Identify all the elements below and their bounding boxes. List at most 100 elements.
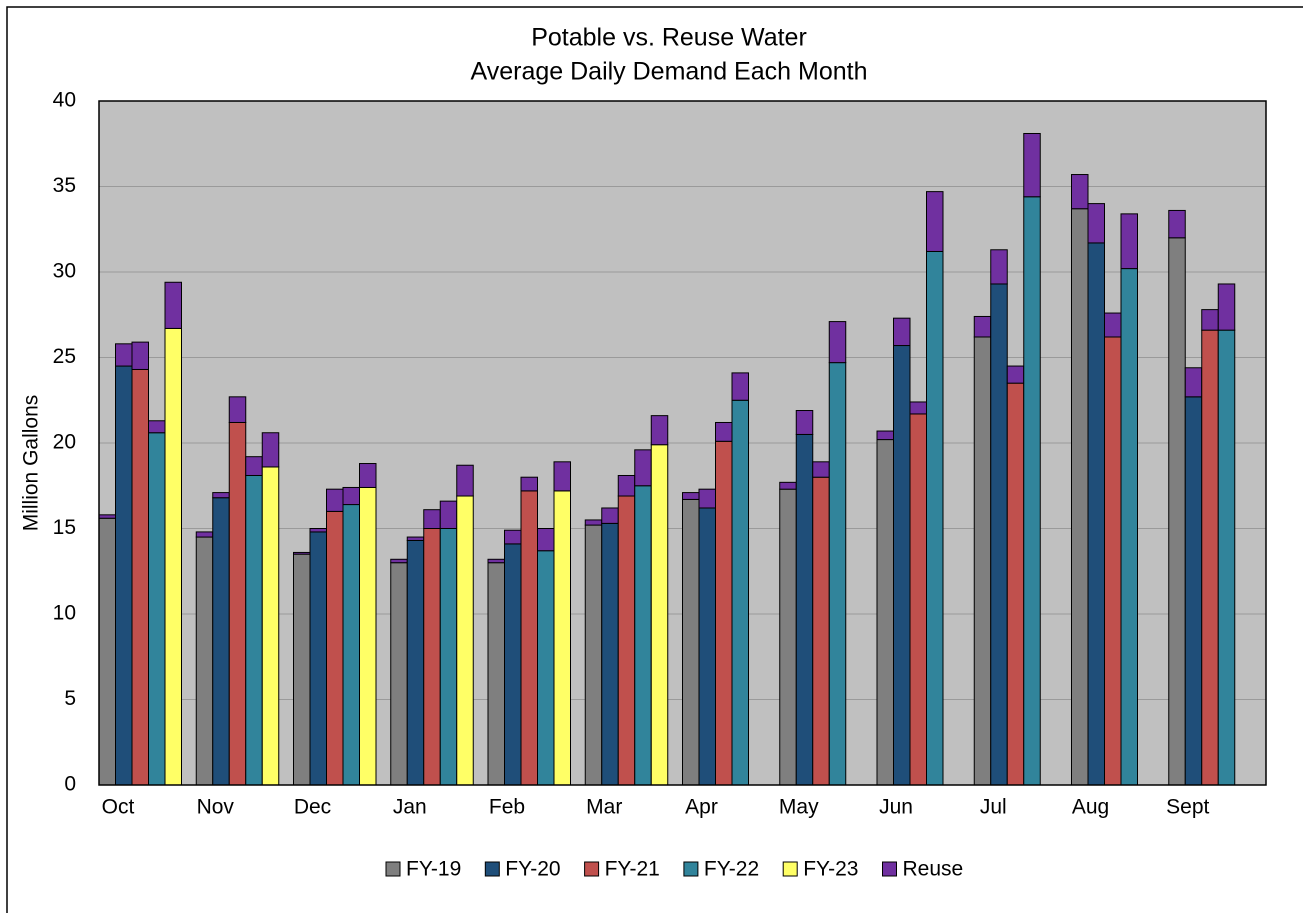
reuse-bar xyxy=(115,343,133,367)
reuse-bar xyxy=(1120,213,1138,270)
reuse-bar xyxy=(1071,174,1089,210)
x-tick-label: Sept xyxy=(1166,796,1209,819)
bar xyxy=(98,517,116,786)
reuse-bar xyxy=(164,281,182,329)
reuse-bar xyxy=(601,507,619,524)
reuse-bar xyxy=(779,481,797,490)
reuse-bar xyxy=(309,528,327,533)
reuse-bar xyxy=(731,372,749,401)
reuse-bar xyxy=(131,341,149,370)
reuse-bar xyxy=(876,430,894,441)
reuse-bar xyxy=(1087,203,1105,244)
reuse-bar xyxy=(148,420,166,434)
reuse-bar xyxy=(390,558,408,564)
reuse-bar xyxy=(909,401,927,415)
y-tick-label: 5 xyxy=(64,687,76,710)
bar xyxy=(990,283,1008,786)
legend-swatch xyxy=(484,861,500,877)
reuse-bar xyxy=(212,492,230,499)
plot-border xyxy=(98,100,1267,786)
bar xyxy=(1087,242,1105,786)
y-tick-label: 40 xyxy=(53,89,76,112)
bar xyxy=(423,528,441,786)
reuse-bar xyxy=(98,514,116,519)
reuse-bar xyxy=(439,500,458,530)
reuse-bar xyxy=(1023,132,1041,198)
x-tick-label: Dec xyxy=(294,796,331,819)
bar xyxy=(537,550,555,786)
legend-swatch xyxy=(782,861,798,877)
x-tick-label: Oct xyxy=(102,796,135,819)
bar xyxy=(261,466,280,786)
bar xyxy=(164,327,182,786)
reuse-bar xyxy=(423,509,441,530)
bar xyxy=(812,476,830,786)
reuse-bar xyxy=(245,456,263,476)
legend-swatch xyxy=(683,861,699,877)
reuse-bar xyxy=(537,528,555,552)
reuse-bar xyxy=(1104,312,1122,338)
reuse-bar xyxy=(812,461,830,478)
reuse-bar xyxy=(406,536,425,541)
reuse-bar xyxy=(359,463,377,488)
bar xyxy=(1006,382,1025,786)
reuse-bar xyxy=(893,317,911,347)
bar xyxy=(779,488,797,786)
bar xyxy=(228,421,247,786)
legend-label: Reuse xyxy=(903,858,964,881)
bar xyxy=(406,539,425,786)
reuse-bar xyxy=(584,519,603,526)
reuse-bar xyxy=(228,396,247,423)
bar xyxy=(1120,268,1138,786)
reuse-bar xyxy=(715,421,733,442)
bar xyxy=(893,345,911,786)
reuse-bar xyxy=(520,476,538,492)
reuse-bar xyxy=(1006,365,1025,384)
reuse-bar xyxy=(1168,209,1186,239)
bar xyxy=(1168,237,1186,786)
bar xyxy=(650,444,669,786)
bar xyxy=(715,440,733,786)
chart-subtitle: Average Daily Demand Each Month xyxy=(471,58,868,86)
bar xyxy=(1104,336,1122,786)
legend-swatch xyxy=(385,861,401,877)
reuse-bar xyxy=(926,191,944,252)
reuse-bar xyxy=(634,449,652,487)
legend-label: FY-21 xyxy=(605,858,660,881)
reuse-bar xyxy=(1201,309,1219,331)
reuse-bar xyxy=(1217,283,1236,331)
y-tick-label: 25 xyxy=(53,345,76,368)
x-tick-label: Mar xyxy=(586,796,622,819)
reuse-bar xyxy=(990,249,1008,285)
bar xyxy=(828,362,847,786)
y-axis-label: Million Gallons xyxy=(20,395,43,532)
y-tick-label: 35 xyxy=(53,174,76,197)
bar xyxy=(698,507,716,786)
x-tick-label: Jun xyxy=(879,796,913,819)
legend-label: FY-20 xyxy=(505,858,560,881)
bar xyxy=(973,336,992,786)
y-tick-label: 15 xyxy=(53,516,76,539)
bar xyxy=(553,490,571,786)
bar xyxy=(634,485,652,786)
bar xyxy=(1184,396,1203,786)
bar xyxy=(1217,329,1236,786)
reuse-bar xyxy=(973,315,992,338)
y-tick-label: 30 xyxy=(53,260,76,283)
x-tick-label: May xyxy=(779,796,819,819)
x-tick-label: Jul xyxy=(980,796,1007,819)
reuse-bar xyxy=(456,464,474,497)
reuse-bar xyxy=(650,415,669,446)
reuse-bar xyxy=(261,432,280,468)
chart-title: Potable vs. Reuse Water xyxy=(531,24,807,52)
legend-label: FY-22 xyxy=(704,858,759,881)
bar xyxy=(504,543,522,786)
reuse-bar xyxy=(293,551,311,555)
bar xyxy=(439,528,458,786)
bar xyxy=(131,368,149,786)
bar xyxy=(1071,208,1089,786)
reuse-bar xyxy=(553,461,571,492)
bar xyxy=(195,536,214,786)
bar xyxy=(795,433,814,786)
